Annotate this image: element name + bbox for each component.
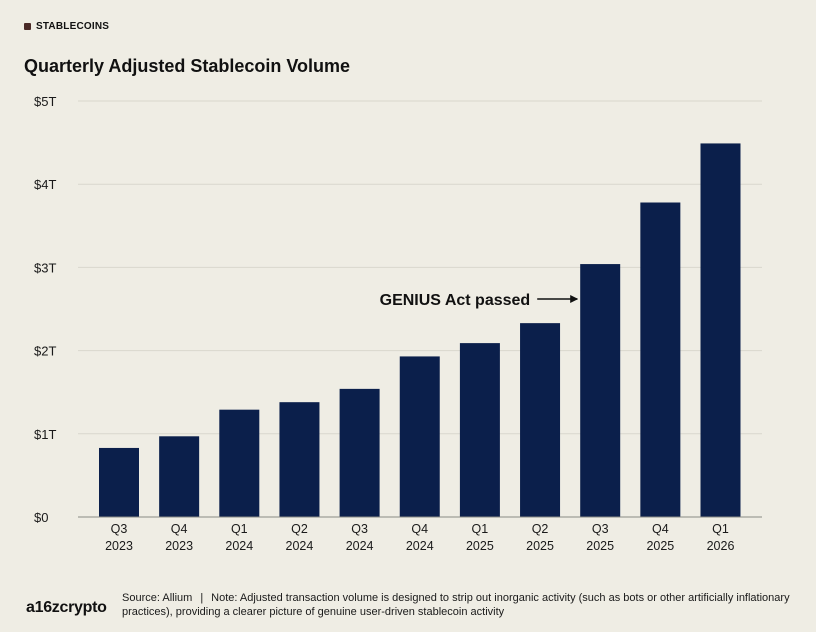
footer-note-text: Note: Adjusted transaction volume is des…: [122, 592, 790, 618]
bar: [159, 436, 200, 517]
bar: [339, 388, 380, 517]
footer-separator: |: [200, 592, 204, 604]
y-axis-ticks: $0 $1T $2T $3T $4T $5T: [34, 94, 56, 525]
x-tick-label-quarter: Q3: [111, 522, 128, 536]
annotation: GENIUS Act passed: [380, 292, 579, 309]
tag-square-icon: [24, 23, 31, 30]
y-tick-label: $3T: [34, 260, 56, 275]
y-tick-label: $0: [34, 510, 48, 525]
footer-note: Source: Allium | Note: Adjusted transactio…: [122, 592, 802, 619]
bar: [99, 447, 139, 517]
x-tick-label-quarter: Q4: [652, 522, 669, 536]
y-tick-label: $1T: [34, 427, 56, 442]
x-tick-label-quarter: Q4: [411, 522, 428, 536]
bar: [520, 323, 561, 517]
section-tag-label: STABLECOINS: [36, 21, 110, 32]
x-tick-label-quarter: Q2: [532, 522, 549, 536]
chart-title: Quarterly Adjusted Stablecoin Volume: [24, 56, 351, 76]
x-tick-label-quarter: Q3: [351, 522, 368, 536]
x-tick-label-quarter: Q1: [472, 522, 489, 536]
brand-logo: a16zcrypto: [26, 599, 107, 616]
bar: [399, 356, 440, 517]
x-tick-label-year: 2024: [225, 539, 253, 553]
x-tick-label-year: 2025: [646, 539, 674, 553]
bar: [219, 409, 260, 517]
x-tick-label-quarter: Q2: [291, 522, 308, 536]
section-tag: STABLECOINS: [24, 21, 109, 32]
x-tick-label-quarter: Q1: [231, 522, 248, 536]
x-tick-label-year: 2025: [586, 539, 614, 553]
x-tick-label-year: 2023: [165, 539, 193, 553]
x-tick-label-year: 2024: [406, 539, 434, 553]
x-tick-label-quarter: Q3: [592, 522, 609, 536]
bars: [99, 143, 741, 517]
annotation-label: GENIUS Act passed: [380, 292, 531, 309]
x-tick-label-year: 2025: [526, 539, 554, 553]
x-tick-label-quarter: Q1: [712, 522, 729, 536]
x-tick-label-quarter: Q4: [171, 522, 188, 536]
y-tick-label: $5T: [34, 94, 56, 109]
x-tick-label-year: 2026: [707, 539, 735, 553]
bar: [640, 202, 681, 517]
footer-source: Source: Allium: [122, 592, 193, 604]
x-tick-label-year: 2023: [105, 539, 133, 553]
x-axis-ticks: Q3 2023 Q4 2023 Q1 2024 Q2 2024 Q3 2024 Q4 2024 Q1 20…: [105, 522, 734, 553]
x-tick-label-year: 2024: [286, 539, 314, 553]
y-tick-label: $4T: [34, 177, 56, 192]
bar: [700, 143, 741, 517]
x-tick-label-year: 2024: [346, 539, 374, 553]
bar: [580, 264, 621, 517]
bar: [459, 343, 500, 517]
bar: [279, 402, 320, 517]
x-tick-label-year: 2025: [466, 539, 494, 553]
y-tick-label: $2T: [34, 344, 56, 359]
